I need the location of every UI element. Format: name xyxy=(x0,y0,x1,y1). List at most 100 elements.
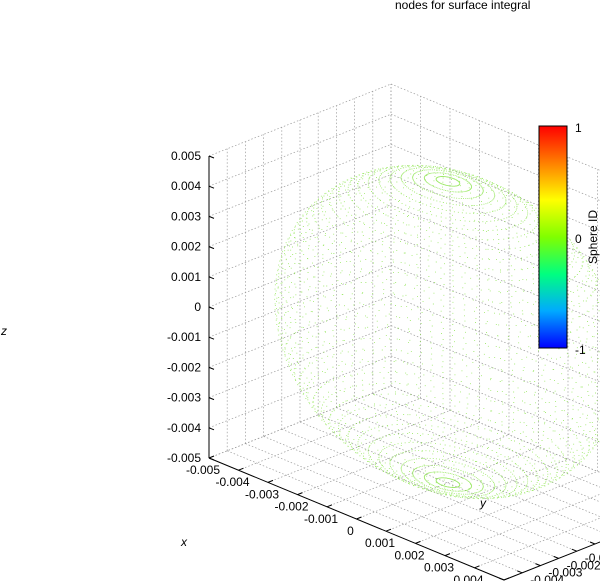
z-tick xyxy=(208,306,215,310)
y-tick xyxy=(553,555,559,559)
z-tick-label: -0.003 xyxy=(167,391,201,405)
colorbar: 1 0 -1 Sphere ID xyxy=(538,121,600,357)
grid-line xyxy=(208,264,392,338)
grid-line xyxy=(208,113,392,187)
y-axis-label: y xyxy=(479,496,487,510)
z-tick xyxy=(208,366,215,370)
z-tick xyxy=(208,185,215,189)
x-tick xyxy=(444,553,451,557)
grid-line xyxy=(356,446,539,520)
grid-line xyxy=(208,325,392,398)
grid-line xyxy=(390,385,600,473)
y-tick xyxy=(571,548,577,552)
x-tick xyxy=(385,528,392,532)
x-tick xyxy=(356,516,362,520)
grid-line xyxy=(390,325,600,413)
grid-line xyxy=(390,234,600,322)
z-tick xyxy=(208,427,215,431)
grid-line xyxy=(444,493,600,556)
colorbar-tick-max: 1 xyxy=(575,121,582,135)
grid-line xyxy=(326,434,510,508)
grid-line xyxy=(318,414,600,532)
colorbar-gradient xyxy=(538,125,568,349)
grid-line xyxy=(281,428,577,552)
z-axis-label: z xyxy=(0,324,7,338)
tick-labels: -0.005-0.005-0.005-0.004-0.004-0.004-0.0… xyxy=(167,149,600,581)
grid-line xyxy=(390,295,600,383)
x-tick xyxy=(474,565,480,569)
y-tick xyxy=(535,563,541,567)
grid-line xyxy=(208,174,392,247)
grid-line xyxy=(390,385,600,473)
grid-line xyxy=(208,144,392,217)
grid-line xyxy=(415,471,598,544)
y-tick-label: -0.004 xyxy=(530,573,564,581)
x-tick-label: -0.005 xyxy=(186,463,220,477)
grid-line xyxy=(208,234,392,308)
x-tick-label: -0.003 xyxy=(245,487,279,501)
colorbar-label: Sphere ID xyxy=(586,210,600,264)
z-tick-label: -0.001 xyxy=(167,330,201,344)
y-tick xyxy=(517,570,523,574)
colorbar-tick-min: -1 xyxy=(575,343,586,357)
x-tick xyxy=(208,455,215,459)
z-tick-label: -0.002 xyxy=(167,360,201,374)
z-tick xyxy=(208,397,215,401)
y-tick-label: -0.002 xyxy=(567,558,600,572)
x-tick-label: 0.003 xyxy=(424,561,454,575)
x-tick xyxy=(415,540,421,544)
grid-line xyxy=(227,450,523,574)
z-tick-label: -0.004 xyxy=(167,421,201,435)
grid-line xyxy=(390,113,600,202)
grid-line xyxy=(297,422,480,495)
z-tick-label: 0.002 xyxy=(171,240,201,254)
z-tick xyxy=(208,215,215,219)
y-tick xyxy=(589,541,596,545)
y-tick-label: -0.001 xyxy=(585,551,600,565)
grid-line xyxy=(208,83,392,157)
z-tick xyxy=(208,246,215,250)
grid-line xyxy=(390,355,600,443)
x-tick-label: 0.002 xyxy=(394,548,424,562)
grid-line xyxy=(299,421,596,545)
x-tick-label: -0.004 xyxy=(215,475,249,489)
x-tick xyxy=(326,504,333,508)
z-tick xyxy=(208,276,215,280)
grid-line xyxy=(208,295,392,368)
grid-line xyxy=(372,392,600,488)
z-tick-label: 0.004 xyxy=(171,179,201,193)
x-tick xyxy=(503,577,510,581)
x-tick-label: 0 xyxy=(347,524,354,538)
grid-line xyxy=(238,397,421,471)
axes-layer xyxy=(208,155,600,581)
z-tick xyxy=(208,336,215,340)
x-tick-label: -0.001 xyxy=(304,512,338,526)
x-tick-label: 0.004 xyxy=(453,573,483,581)
x-tick-label: -0.002 xyxy=(274,500,308,514)
x-tick xyxy=(267,479,274,483)
grid-line xyxy=(390,83,600,171)
grid-line xyxy=(245,443,541,566)
grid-line xyxy=(208,204,392,278)
x-axis-label: x xyxy=(180,535,188,549)
z-tick-label: 0 xyxy=(194,300,201,314)
z-tick-label: 0.001 xyxy=(171,270,201,284)
chart-title: nodes for surface integral xyxy=(395,0,530,12)
grid-line xyxy=(336,407,600,517)
grid-line xyxy=(474,517,600,569)
colorbar-tick-mid: 0 xyxy=(575,232,582,246)
z-tick xyxy=(208,457,215,461)
x-tick-label: 0.001 xyxy=(365,536,395,550)
grid-line xyxy=(385,458,569,532)
grid-line xyxy=(390,264,600,353)
grid-line xyxy=(267,410,451,483)
x-tick xyxy=(297,492,303,496)
grid-line xyxy=(208,385,392,459)
grid-line xyxy=(390,144,600,232)
grid-line xyxy=(390,174,600,262)
y-tick xyxy=(498,577,505,581)
grid-line xyxy=(263,436,559,559)
y-tick-label: -0.003 xyxy=(548,566,582,580)
z-tick-label: 0.005 xyxy=(171,149,201,163)
